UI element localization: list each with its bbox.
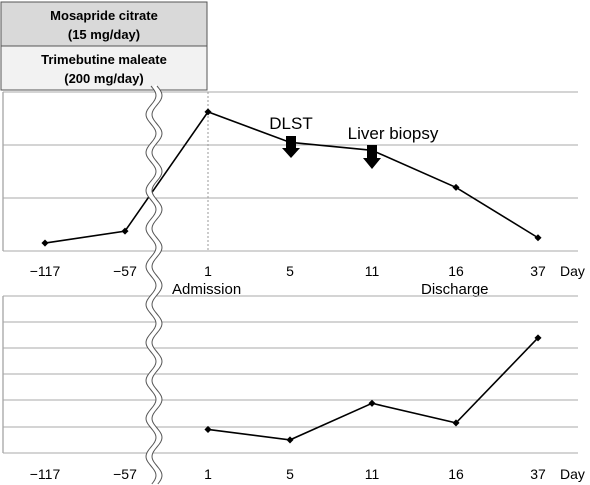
chart-1-data-point — [368, 399, 376, 407]
chart-1-series-line — [207, 337, 539, 441]
annotation-dlst: DLST — [269, 114, 312, 133]
bottom-x-unit: Day — [560, 466, 585, 482]
axis-break — [145, 84, 163, 485]
chart-0-x-tick-label: 5 — [286, 263, 294, 279]
annotation-admission: Admission — [172, 281, 241, 298]
chart-0-x-tick-label: −57 — [113, 263, 137, 279]
top-x-unit: Day — [560, 263, 585, 279]
chart-0-x-tick-label: 37 — [530, 263, 546, 279]
chart-0-data-point — [121, 227, 129, 235]
chart-0-x-tick-label: 11 — [365, 263, 380, 279]
chart-1-x-tick-label: 5 — [286, 466, 294, 482]
chart-1-data-point — [452, 419, 460, 427]
chart-0-data-point — [204, 108, 212, 116]
chart-1-x-tick-label: 37 — [530, 466, 546, 482]
chart-1-x-tick-label: −57 — [113, 466, 137, 482]
drug-box-mosapride-dose: (15 mg/day) — [68, 27, 140, 42]
annotation-liver-biopsy: Liver biopsy — [348, 124, 439, 143]
chart-1-data-point — [204, 425, 212, 433]
axis-break-line-right — [151, 85, 163, 485]
bottom-chart: −117 −57 1 5 11 16 37 Day — [2, 295, 585, 482]
chart-1-data-point — [534, 334, 542, 342]
chart-0-x-tick-label: 1 — [204, 263, 212, 279]
axis-break-gap — [146, 84, 162, 485]
chart-1-data-point — [286, 436, 294, 444]
drug-box-trimebutine: Trimebutine maleate (200 mg/day) — [0, 45, 208, 91]
drug-box-trimebutine-dose: (200 mg/day) — [64, 71, 143, 86]
annotation-discharge: Discharge — [421, 281, 489, 298]
drug-box-mosapride-name: Mosapride citrate — [50, 8, 158, 23]
drug-box-mosapride-bg — [0, 1, 208, 47]
drug-box-trimebutine-name: Trimebutine maleate — [41, 52, 167, 67]
top-chart: −117 −57 1 5 11 16 37 Day DLST Liver biopsy Ad… — [2, 91, 585, 298]
chart-1-x-tick-label: 11 — [365, 466, 380, 482]
drug-box-trimebutine-bg — [0, 45, 208, 91]
axis-break-line-left — [145, 85, 157, 485]
chart-0-x-tick-label: 16 — [448, 263, 464, 279]
chart-1-x-tick-label: 16 — [448, 466, 464, 482]
liver-biopsy-arrow — [363, 145, 381, 169]
dlst-arrow — [282, 136, 300, 158]
drug-box-mosapride: Mosapride citrate (15 mg/day) — [0, 1, 208, 47]
chart-0-x-tick-label: −117 — [30, 263, 61, 279]
chart-0-data-point — [452, 183, 460, 191]
chart-0-data-point — [534, 234, 542, 242]
chart-0-data-point — [41, 239, 49, 247]
chart-1-x-tick-label: −117 — [30, 466, 61, 482]
chart-1-x-tick-label: 1 — [204, 466, 212, 482]
